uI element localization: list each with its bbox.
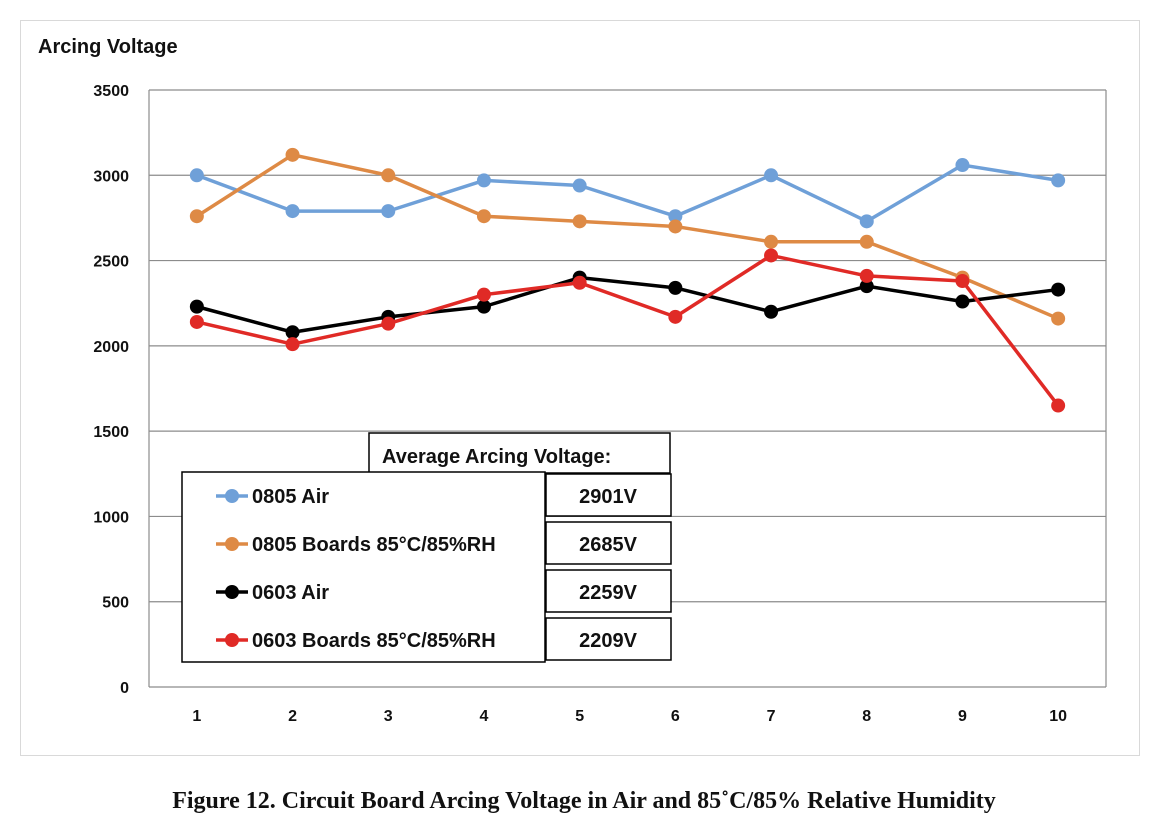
legend-box	[181, 471, 546, 663]
x-tick-label: 10	[1049, 708, 1067, 725]
data-point	[764, 168, 779, 183]
data-point	[1051, 282, 1066, 297]
data-point	[285, 204, 300, 219]
data-point	[285, 337, 300, 352]
average-value-box	[545, 617, 672, 661]
x-tick-label: 1	[192, 708, 201, 725]
y-tick-label: 2500	[93, 254, 129, 271]
x-tick-label: 5	[575, 708, 584, 725]
data-point	[1051, 311, 1066, 326]
data-point	[476, 173, 491, 188]
x-tick-label: 8	[862, 708, 871, 725]
data-point	[1051, 173, 1066, 188]
data-point	[668, 309, 683, 324]
data-point	[1051, 398, 1066, 413]
data-point	[859, 268, 874, 283]
data-point	[285, 325, 300, 340]
data-point	[859, 234, 874, 249]
data-point	[955, 158, 970, 173]
data-point	[285, 147, 300, 162]
legend-label: 0603 Air	[252, 582, 329, 604]
y-axis-title: Arcing Voltage	[38, 36, 178, 58]
y-tick-label: 0	[120, 680, 129, 697]
x-tick-label: 7	[767, 708, 776, 725]
average-value-box	[545, 473, 672, 517]
data-point	[955, 274, 970, 289]
data-point	[668, 219, 683, 234]
y-tick-label: 3000	[93, 168, 129, 185]
data-point	[572, 275, 587, 290]
data-point	[476, 299, 491, 314]
average-value: 2901V	[579, 486, 637, 508]
x-tick-label: 6	[671, 708, 680, 725]
legend-label: 0805 Boards 85°C/85%RH	[252, 534, 496, 556]
data-point	[381, 168, 396, 183]
data-point	[189, 168, 204, 183]
legend-swatch-marker	[225, 633, 239, 647]
data-point	[476, 209, 491, 224]
series-line	[196, 163, 1059, 224]
data-point	[668, 209, 683, 224]
y-tick-label: 3500	[93, 83, 129, 100]
data-point	[859, 214, 874, 229]
y-tick-label: 1000	[93, 509, 129, 526]
data-point	[955, 294, 970, 309]
data-point	[764, 304, 779, 319]
legend-label: 0603 Boards 85°C/85%RH	[252, 630, 496, 652]
legend-swatch-marker	[225, 489, 239, 503]
x-tick-label: 3	[384, 708, 393, 725]
data-point	[572, 214, 587, 229]
x-tick-label: 9	[958, 708, 967, 725]
average-header: Average Arcing Voltage:	[382, 446, 611, 468]
legend-swatch-marker	[225, 537, 239, 551]
data-point	[859, 279, 874, 294]
y-tick-label: 2000	[93, 339, 129, 356]
data-point	[572, 178, 587, 193]
y-tick-label: 500	[102, 595, 129, 612]
legend-label: 0805 Air	[252, 486, 329, 508]
x-tick-label: 2	[288, 708, 297, 725]
average-value: 2259V	[579, 582, 637, 604]
series-2	[189, 270, 1066, 340]
average-value: 2209V	[579, 630, 637, 652]
average-value: 2685V	[579, 534, 637, 556]
data-point	[764, 234, 779, 249]
average-value-box	[545, 569, 672, 613]
series-line	[196, 253, 1060, 407]
average-header-box	[368, 432, 671, 474]
data-point	[189, 209, 204, 224]
legend-swatch-marker	[225, 585, 239, 599]
data-point	[668, 280, 683, 295]
data-point	[189, 314, 204, 329]
average-value-box	[545, 521, 672, 565]
series-line	[196, 275, 1059, 334]
data-point	[381, 316, 396, 331]
data-point	[381, 204, 396, 219]
y-tick-label: 1500	[93, 424, 129, 441]
data-point	[189, 299, 204, 314]
line-chart: Arcing Voltage05001000150020002500300035…	[38, 36, 1107, 725]
figure-caption: Figure 12. Circuit Board Arcing Voltage …	[172, 788, 996, 814]
chart-frame	[20, 20, 1140, 756]
series-3	[189, 248, 1066, 413]
series-0	[189, 158, 1066, 229]
data-point	[476, 287, 491, 302]
x-tick-label: 4	[479, 708, 488, 725]
data-point	[764, 248, 779, 263]
series-line	[195, 153, 1059, 321]
